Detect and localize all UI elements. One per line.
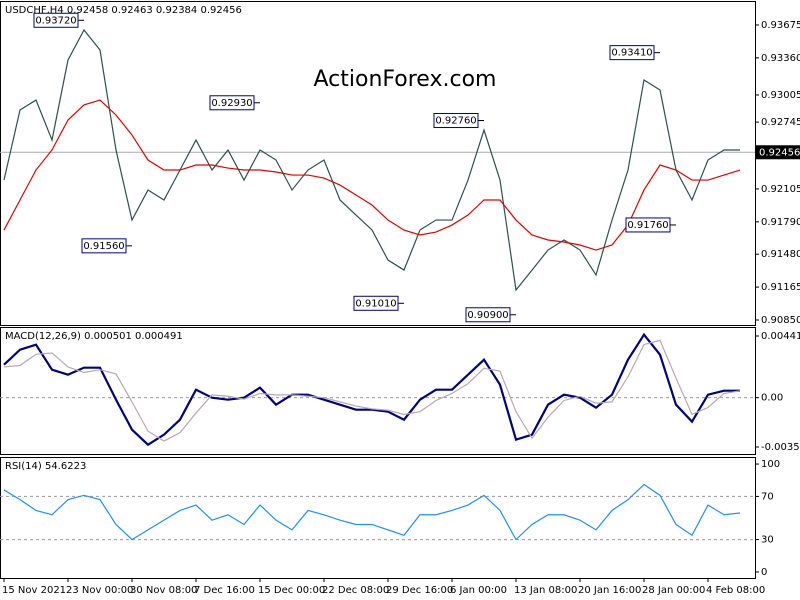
x-tick-label: 23 Nov 00:00 bbox=[66, 585, 133, 596]
x-tick-label: 4 Feb 08:00 bbox=[706, 585, 765, 596]
y-tick-label: 0.92105 bbox=[761, 184, 800, 195]
x-tick-label: 20 Jan 16:00 bbox=[578, 585, 641, 596]
x-tick-label: 15 Nov 2021 bbox=[2, 585, 66, 596]
y-tick-label: 0.93675 bbox=[761, 20, 800, 31]
y-tick-label: 0.91165 bbox=[761, 282, 800, 293]
annotation-box bbox=[465, 307, 511, 323]
x-tick-label: 22 Dec 08:00 bbox=[322, 585, 389, 596]
y-tick-label: 70 bbox=[761, 491, 774, 502]
rsi-panel bbox=[0, 457, 756, 579]
annotation-label: 0.91760 bbox=[627, 220, 668, 231]
x-tick-label: 6 Jan 00:00 bbox=[450, 585, 507, 596]
x-tick-label: 13 Jan 08:00 bbox=[514, 585, 577, 596]
rsi-title: RSI(14) 54.6223 bbox=[5, 461, 86, 472]
y-tick-label: 0.92745 bbox=[761, 117, 800, 128]
price-panel bbox=[0, 1, 756, 326]
annotation-box bbox=[209, 95, 255, 111]
y-tick-label: 100 bbox=[761, 459, 780, 470]
x-tick-label: 29 Dec 16:00 bbox=[386, 585, 453, 596]
annotation-label: 0.91010 bbox=[355, 298, 396, 309]
macd-panel bbox=[0, 327, 756, 455]
annotation-box bbox=[81, 238, 127, 254]
series-line bbox=[3, 28, 740, 292]
x-tick-label: 28 Jan 00:00 bbox=[642, 585, 705, 596]
y-tick-label: 0.93360 bbox=[761, 53, 800, 64]
y-tick-label: 30 bbox=[761, 535, 774, 546]
x-tick-label: 30 Nov 08:00 bbox=[130, 585, 197, 596]
y-tick-label: 0.93005 bbox=[761, 90, 800, 101]
annotation-label: 0.93720 bbox=[35, 15, 76, 26]
y-tick-label: 0.91480 bbox=[761, 249, 800, 260]
series-line bbox=[3, 339, 741, 442]
annotation-label: 0.90900 bbox=[467, 310, 508, 321]
series-line bbox=[3, 483, 741, 541]
y-tick-label: 0.91790 bbox=[761, 217, 800, 228]
watermark: ActionForex.com bbox=[314, 67, 497, 92]
last-price-label: 0.92456 bbox=[759, 147, 800, 158]
series-line bbox=[3, 99, 741, 251]
y-tick-label: 0 bbox=[761, 567, 767, 578]
annotation-label: 0.93410 bbox=[611, 48, 652, 59]
last-price-box bbox=[756, 145, 800, 160]
y-tick-label: 0.90850 bbox=[761, 315, 800, 326]
y-tick-label: -0.003528 bbox=[761, 442, 800, 453]
annotation-box bbox=[353, 295, 399, 311]
annotation-box bbox=[625, 217, 671, 233]
annotation-box bbox=[609, 45, 655, 61]
annotation-label: 0.92760 bbox=[435, 116, 476, 127]
macd-title: MACD(12,26,9) 0.000501 0.000491 bbox=[5, 331, 183, 342]
annotation-label: 0.91560 bbox=[83, 241, 124, 252]
x-tick-label: 15 Dec 00:00 bbox=[258, 585, 325, 596]
annotation-box bbox=[33, 12, 79, 28]
annotation-box bbox=[433, 113, 479, 129]
series-line bbox=[3, 332, 740, 447]
x-tick-label: 7 Dec 16:00 bbox=[194, 585, 255, 596]
y-tick-label: 0.00 bbox=[761, 393, 783, 404]
chart-title: USDCHF,H4 0.92458 0.92463 0.92384 0.9245… bbox=[5, 5, 242, 16]
annotation-label: 0.92930 bbox=[211, 98, 252, 109]
y-tick-label: 0.004412 bbox=[761, 331, 800, 342]
